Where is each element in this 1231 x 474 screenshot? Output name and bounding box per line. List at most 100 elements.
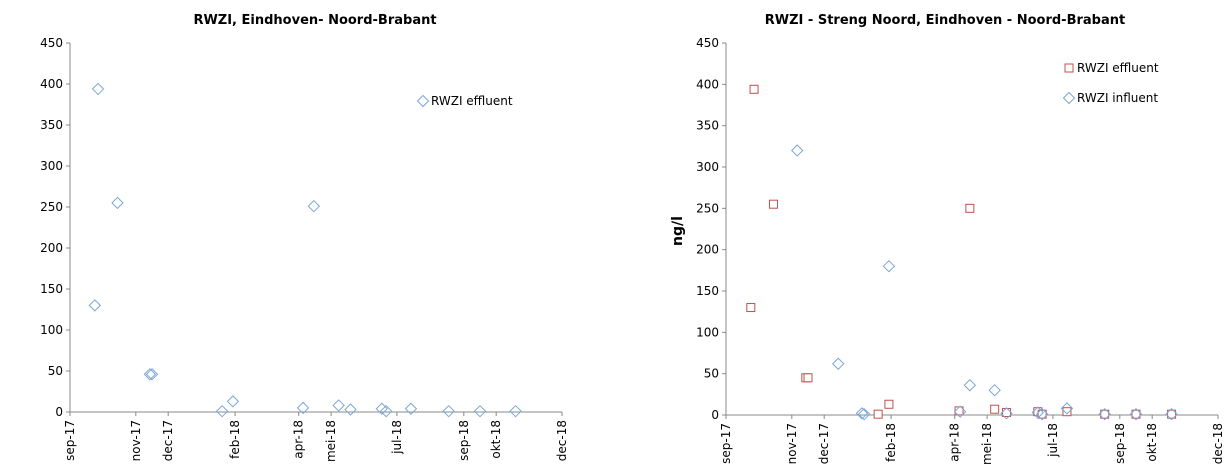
data-point xyxy=(746,303,756,313)
x-tick-label: dec-18 xyxy=(555,420,569,461)
data-point xyxy=(111,196,124,210)
data-point xyxy=(1098,407,1111,421)
y-tick-label: 300 xyxy=(40,159,63,173)
data-point xyxy=(988,383,1001,397)
x-tick-label: dec-17 xyxy=(161,420,175,461)
data-point xyxy=(442,404,455,418)
chart-title: RWZI, Eindhoven- Noord-Brabant xyxy=(193,13,436,28)
data-point xyxy=(953,405,967,418)
legend-marker xyxy=(1064,63,1074,73)
data-point xyxy=(509,404,522,418)
data-point xyxy=(332,399,345,412)
data-point xyxy=(882,259,896,273)
x-tick-label: feb-18 xyxy=(228,420,242,459)
data-point xyxy=(1062,407,1072,417)
data-point xyxy=(91,82,105,96)
data-point xyxy=(473,404,487,418)
data-point xyxy=(768,199,778,209)
data-point xyxy=(749,84,759,94)
x-tick-label: dec-18 xyxy=(1211,423,1225,464)
x-tick-label: sep-18 xyxy=(457,420,471,461)
data-point xyxy=(1060,402,1074,415)
x-tick-label: okt-18 xyxy=(1145,423,1159,462)
chart-axes: 0 50 100 150 200 250 300 350 400 450 sep-17 nov-17 d… xyxy=(40,36,569,462)
data-point xyxy=(1167,409,1177,419)
y-tick-label: 0 xyxy=(711,408,719,422)
chart-rwzi-streng-noord: RWZI - Streng Noord, Eindhoven - Noord-B… xyxy=(670,13,1225,465)
data-point xyxy=(965,203,975,213)
y-tick-label: 250 xyxy=(696,201,719,215)
x-tick-label: feb-18 xyxy=(884,423,898,462)
x-tick-label: okt-18 xyxy=(489,420,503,459)
data-point xyxy=(344,403,357,416)
y-tick-label: 450 xyxy=(40,36,63,50)
y-tick-label: 150 xyxy=(696,284,719,298)
y-tick-label: 300 xyxy=(696,160,719,174)
data-point xyxy=(404,402,418,415)
data-point xyxy=(803,373,813,383)
x-tick-label: sep-17 xyxy=(63,420,77,461)
data-point xyxy=(990,404,1000,414)
y-tick-label: 100 xyxy=(40,323,63,337)
data-point xyxy=(1000,407,1013,420)
legend-marker xyxy=(416,94,430,108)
x-tick-label: jul-18 xyxy=(390,420,404,455)
data-point xyxy=(857,407,871,421)
y-axis-label: ng/l xyxy=(670,216,686,246)
legend-marker xyxy=(1062,91,1076,105)
data-point xyxy=(855,407,869,420)
y-tick-label: 350 xyxy=(40,118,63,132)
data-point xyxy=(791,144,804,157)
x-tick-label: nov-17 xyxy=(785,423,799,464)
chart-legend: RWZI effluent xyxy=(416,94,513,108)
x-tick-label: mei-18 xyxy=(980,423,994,465)
y-tick-label: 200 xyxy=(696,243,719,257)
x-tick-label: mei-18 xyxy=(324,420,338,462)
data-point xyxy=(832,357,845,370)
x-tick-label: nov-17 xyxy=(129,420,143,461)
data-point xyxy=(88,299,102,312)
data-point xyxy=(1165,407,1178,421)
x-tick-label: jul-18 xyxy=(1046,423,1060,458)
y-tick-label: 100 xyxy=(696,325,719,339)
data-point xyxy=(379,404,393,418)
y-tick-label: 350 xyxy=(696,119,719,133)
x-tick-label: sep-17 xyxy=(719,423,733,464)
y-tick-label: 450 xyxy=(696,36,719,50)
y-tick-label: 150 xyxy=(40,282,63,296)
data-point xyxy=(226,395,240,408)
y-tick-label: 200 xyxy=(40,241,63,255)
data-point xyxy=(307,199,321,213)
legend-label: RWZI influent xyxy=(1077,91,1158,105)
data-point xyxy=(884,399,894,409)
data-point xyxy=(215,404,229,418)
chart-marks xyxy=(88,82,522,418)
y-tick-label: 400 xyxy=(696,77,719,91)
x-tick-label: dec-17 xyxy=(817,423,831,464)
data-point xyxy=(963,379,977,392)
y-tick-label: 0 xyxy=(55,405,63,419)
y-tick-label: 400 xyxy=(40,77,63,91)
data-point xyxy=(1100,409,1110,419)
data-point xyxy=(145,368,159,381)
chart-axes: 0 50 100 150 200 250 300 350 400 450 sep-17 nov-17 d… xyxy=(696,36,1225,465)
legend-label: RWZI effluent xyxy=(1077,61,1159,75)
chart-legend: RWZI effluent RWZI influent xyxy=(1062,61,1159,105)
data-point xyxy=(143,368,157,381)
data-point xyxy=(873,409,883,419)
data-point xyxy=(1035,407,1049,421)
y-tick-label: 50 xyxy=(704,367,719,381)
x-tick-label: apr-18 xyxy=(292,420,306,459)
chart-rwzi-eindhoven: RWZI, Eindhoven- Noord-Brabant 0 50 100 150… xyxy=(40,13,569,462)
x-tick-label: apr-18 xyxy=(948,423,962,462)
data-point xyxy=(1131,409,1141,419)
x-tick-label: sep-18 xyxy=(1113,423,1127,464)
data-point xyxy=(296,401,310,415)
data-point xyxy=(1031,406,1045,419)
chart-marks xyxy=(746,84,1178,421)
legend-label: RWZI effluent xyxy=(431,94,513,108)
chart-title: RWZI - Streng Noord, Eindhoven - Noord-B… xyxy=(765,13,1125,28)
data-point xyxy=(1129,407,1143,421)
y-tick-label: 250 xyxy=(40,200,63,214)
